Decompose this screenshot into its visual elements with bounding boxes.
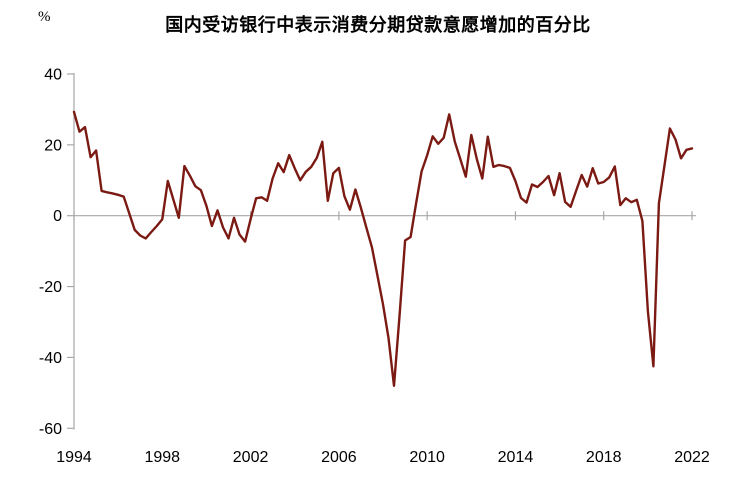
x-axis-label-2018: 2018 (586, 449, 622, 466)
x-axis-label-2014: 2014 (498, 449, 534, 466)
data-series-line (72, 110, 694, 387)
y-axis-label--60: -60 (39, 421, 62, 438)
x-axis-label-1998: 1998 (144, 449, 180, 466)
x-axis-label-2010: 2010 (409, 449, 445, 466)
y-axis-label-0: 0 (53, 208, 62, 225)
y-axis-label-40: 40 (44, 66, 62, 83)
chart-title: 国内受访银行中表示消费分期贷款意愿增加的百分比 (165, 15, 591, 35)
y-axis-label--20: -20 (39, 279, 62, 296)
x-axis-label-2006: 2006 (321, 449, 357, 466)
x-axis-label-2022: 2022 (674, 449, 710, 466)
y-axis-label--40: -40 (39, 350, 62, 367)
y-axis-unit-label: % (38, 9, 51, 25)
x-axis-label-1994: 1994 (56, 449, 92, 466)
x-axis-label-2002: 2002 (233, 449, 269, 466)
y-axis-label-20: 20 (44, 137, 62, 154)
